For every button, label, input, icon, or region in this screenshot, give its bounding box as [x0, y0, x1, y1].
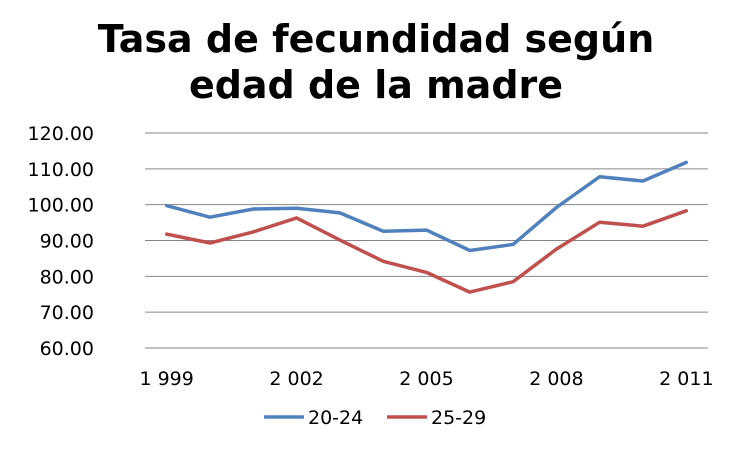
y-tick-label: 70.00 [40, 302, 94, 324]
x-tick-label: 2 008 [529, 368, 583, 390]
x-tick-label: 2 002 [269, 368, 323, 390]
y-tick-label: 120.00 [28, 123, 94, 145]
x-axis-tick-labels: 1 999 2 002 2 005 2 008 2 011 [139, 368, 713, 390]
y-tick-label: 60.00 [40, 338, 94, 360]
legend-label: 25-29 [431, 407, 486, 429]
chart-title-line-1: Tasa de fecundidad según [97, 17, 655, 61]
series-lines [164, 160, 689, 294]
chart-title: Tasa de fecundidad según edad de la madr… [0, 16, 752, 108]
gridlines [145, 132, 708, 313]
series-line-20-24 [164, 160, 689, 253]
y-tick-label: 110.00 [28, 159, 94, 181]
x-tick-label: 1 999 [139, 368, 193, 390]
legend: 20-24 25-29 [264, 407, 486, 429]
y-tick-label: 100.00 [28, 195, 94, 217]
legend-label: 20-24 [308, 407, 363, 429]
series-line-25-29 [164, 209, 689, 294]
y-tick-label: 80.00 [40, 266, 94, 288]
chart-title-line-2: edad de la madre [188, 63, 564, 107]
x-tick-label: 2 011 [659, 368, 713, 390]
y-tick-label: 90.00 [40, 231, 94, 253]
x-tick-label: 2 005 [399, 368, 453, 390]
y-axis-tick-labels: 60.00 70.00 80.00 90.00 100.00 110.00 120.00 [28, 123, 94, 360]
